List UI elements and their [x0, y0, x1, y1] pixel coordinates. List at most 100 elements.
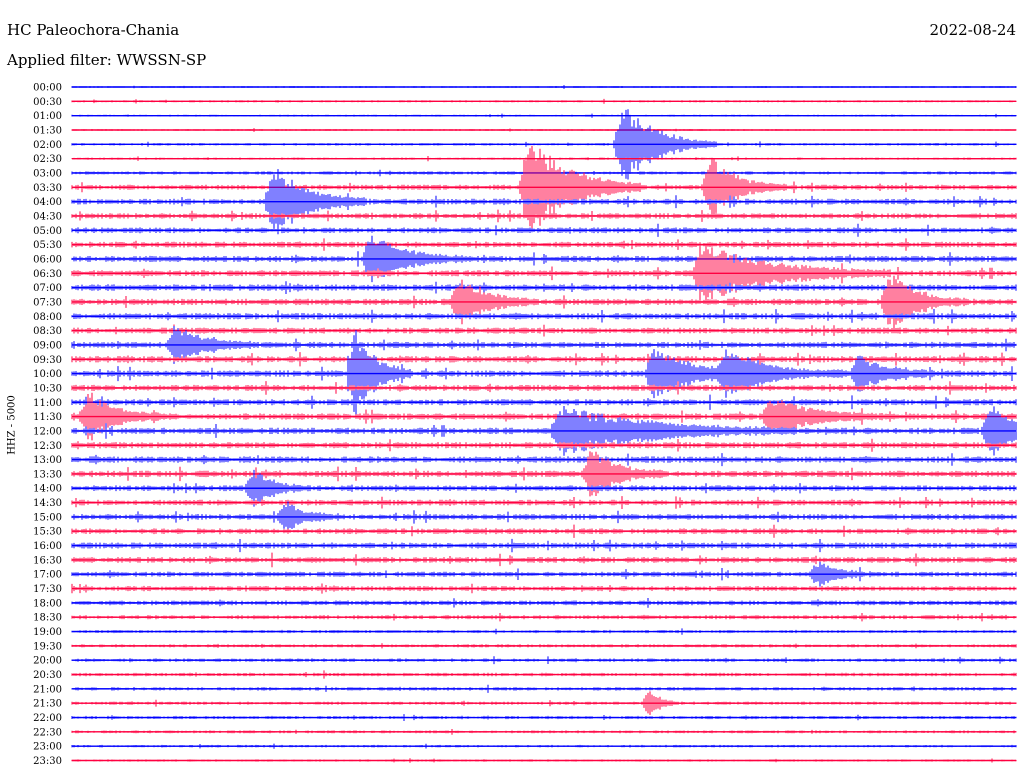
- seismic-trace: [71, 275, 1017, 329]
- time-label: 10:00: [33, 369, 62, 380]
- station-title: HC Paleochora-Chania: [7, 21, 180, 39]
- time-label: 04:00: [33, 197, 62, 208]
- seismic-trace: [71, 598, 1017, 608]
- time-label: 07:00: [33, 283, 62, 294]
- seismic-trace: [71, 758, 1017, 763]
- seismic-trace: [71, 128, 1017, 132]
- seismic-trace: [71, 281, 1017, 294]
- time-label: 18:00: [33, 598, 62, 609]
- time-label: 02:00: [33, 140, 62, 151]
- seismic-trace: [71, 392, 1017, 441]
- seismic-trace: [71, 684, 1017, 693]
- seismic-trace: [71, 451, 1017, 497]
- time-label: 13:30: [33, 469, 62, 480]
- time-label: 10:30: [33, 383, 62, 394]
- seismic-trace: [71, 326, 1017, 364]
- seismic-trace: [71, 406, 1017, 456]
- seismic-trace: [71, 238, 1017, 251]
- time-label: 11:00: [33, 398, 62, 409]
- seismic-trace: [71, 223, 1017, 237]
- time-label: 22:00: [33, 713, 62, 724]
- seismic-trace: [71, 524, 1017, 538]
- time-label: 14:30: [33, 498, 62, 509]
- seismic-trace: [71, 453, 1017, 467]
- time-label: 05:00: [33, 226, 62, 237]
- seismic-trace: [71, 209, 1017, 223]
- seismic-trace: [71, 729, 1017, 735]
- time-label: 04:30: [33, 211, 62, 222]
- seismic-trace: [71, 169, 1017, 177]
- time-label: 12:30: [33, 441, 62, 452]
- time-label: 23:00: [33, 742, 62, 753]
- time-label: 00:00: [33, 83, 62, 94]
- time-label: 19:30: [33, 641, 62, 652]
- seismic-trace: [71, 496, 1017, 509]
- time-label: 01:00: [33, 111, 62, 122]
- seismic-trace: [71, 381, 1017, 395]
- time-label: 03:00: [33, 168, 62, 179]
- time-label: 22:30: [33, 727, 62, 738]
- seismic-trace: [71, 243, 1017, 304]
- seismic-trace: [71, 743, 1017, 749]
- seismic-trace: [71, 309, 1017, 324]
- seismic-trace: [71, 501, 1017, 533]
- time-label: 06:00: [33, 254, 62, 265]
- time-label: 12:00: [33, 426, 62, 437]
- seismic-trace: [71, 691, 1017, 715]
- seismic-trace: [71, 109, 1017, 180]
- time-label: 08:30: [33, 326, 62, 337]
- seismic-trace: [71, 643, 1017, 649]
- time-label: 17:00: [33, 570, 62, 581]
- seismic-trace: [71, 552, 1017, 568]
- time-label: 15:30: [33, 527, 62, 538]
- seismic-trace: [71, 628, 1017, 635]
- seismic-trace: [71, 561, 1017, 587]
- time-label: 19:00: [33, 627, 62, 638]
- time-label: 17:30: [33, 584, 62, 595]
- time-label: 20:30: [33, 670, 62, 681]
- seismic-trace: [71, 330, 1017, 417]
- time-label: 09:30: [33, 355, 62, 366]
- seismic-trace: [71, 538, 1017, 553]
- date-label: 2022-08-24: [929, 21, 1016, 39]
- time-label: 07:30: [33, 297, 62, 308]
- time-label: 18:30: [33, 613, 62, 624]
- seismic-trace: [71, 324, 1017, 337]
- time-label: 03:30: [33, 183, 62, 194]
- seismic-trace: [71, 583, 1017, 594]
- seismic-trace: [71, 438, 1017, 452]
- seismic-trace: [71, 714, 1017, 721]
- time-label: 01:30: [33, 125, 62, 136]
- time-label: 05:30: [33, 240, 62, 251]
- time-label: 02:30: [33, 154, 62, 165]
- time-label: 16:30: [33, 555, 62, 566]
- seismic-trace: [71, 394, 1017, 410]
- time-label: 20:00: [33, 656, 62, 667]
- seismic-trace: [71, 469, 1017, 507]
- time-label: 21:00: [33, 684, 62, 695]
- time-label: 21:30: [33, 699, 62, 710]
- seismic-trace: [71, 156, 1017, 162]
- time-label: 06:30: [33, 269, 62, 280]
- time-label: 13:00: [33, 455, 62, 466]
- seismic-trace: [71, 670, 1017, 679]
- trace-group: [71, 85, 1017, 763]
- seismic-trace: [71, 352, 1017, 367]
- seismic-trace: [71, 613, 1017, 622]
- seismic-trace: [71, 98, 1017, 104]
- seismic-trace: [71, 85, 1017, 89]
- time-label: 15:00: [33, 512, 62, 523]
- seismic-trace: [71, 169, 1017, 235]
- time-label: 14:00: [33, 484, 62, 495]
- seismic-trace: [71, 113, 1017, 118]
- time-label: 08:00: [33, 312, 62, 323]
- seismic-trace: [71, 656, 1017, 665]
- filter-label: Applied filter: WWSSN-SP: [7, 51, 207, 69]
- time-label: 16:00: [33, 541, 62, 552]
- time-label: 09:00: [33, 340, 62, 351]
- time-label: 11:30: [33, 412, 62, 423]
- time-label: 23:30: [33, 756, 62, 767]
- time-label-group: 00:00 00:30 01:00 01:30 02:00 02:30 03:00 03:30…: [33, 83, 62, 768]
- time-label: 00:30: [33, 97, 62, 108]
